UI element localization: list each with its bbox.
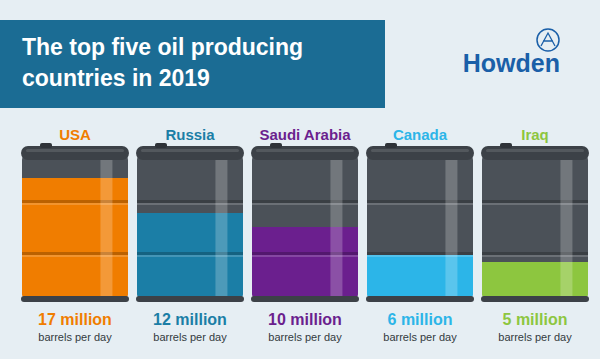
barrel-lid-shine [486,149,584,152]
barrel-lid [136,146,244,160]
barrel: Iraq 5 million barrels per day [481,126,589,343]
barrel-lid-shine [256,149,354,152]
barrel-highlight [100,160,112,296]
barrel-highlight [215,160,227,296]
barrel-bung [270,143,282,148]
barrel-body [367,152,473,300]
category-label: Iraq [521,126,549,143]
data-label: 6 million [388,311,453,328]
logo-icon-mark [541,33,555,46]
barrel-lid [251,146,359,160]
barrel-rim [366,296,474,302]
data-label: 10 million [268,311,342,328]
barrel: Russia 12 million barrels per day [136,126,244,343]
barrel-bung [385,143,397,148]
barrel-lid-shine [371,149,469,152]
category-label: Canada [393,126,448,143]
barrel: Saudi Arabia 10 million barrels per day [251,126,359,343]
title-banner: The top five oil producing countries in … [0,20,385,108]
data-label: 17 million [38,311,112,328]
data-label: 12 million [153,311,227,328]
barrel-body [22,152,128,300]
barrel-body [252,152,358,300]
barrel-highlight [560,160,572,296]
background [0,0,600,359]
barrel: Canada 6 million barrels per day [366,126,474,343]
title: The top five oil producing countries in … [22,32,342,94]
category-label: Russia [165,126,215,143]
barrel-rim [21,296,129,302]
barrel: USA 17 million barrels per day [21,126,129,343]
unit-label: barrels per day [38,331,112,343]
barrel-bung [500,143,512,148]
barrel-lid [21,146,129,160]
logo: Howden [463,29,560,77]
category-label: USA [59,126,91,143]
barrel-lid-shine [26,149,124,152]
barrel-rim [481,296,589,302]
unit-label: barrels per day [268,331,342,343]
barrel-highlight [445,160,457,296]
category-label: Saudi Arabia [259,126,351,143]
barrel-lid-shine [141,149,239,152]
barrel-rim [136,296,244,302]
barrel-highlight [330,160,342,296]
data-label: 5 million [503,311,568,328]
logo-icon [537,29,559,51]
unit-label: barrels per day [498,331,572,343]
unit-label: barrels per day [153,331,227,343]
barrel-body [137,152,243,300]
logo-text: Howden [463,49,560,77]
barrel-bung [155,143,167,148]
barrel-bung [40,143,52,148]
page: HowdenUSA17 millionbarrels per dayRussia… [0,0,600,359]
barrel-lid [366,146,474,160]
unit-label: barrels per day [383,331,457,343]
barrel-rim [251,296,359,302]
barrel-lid [481,146,589,160]
barrel-body [482,152,588,300]
